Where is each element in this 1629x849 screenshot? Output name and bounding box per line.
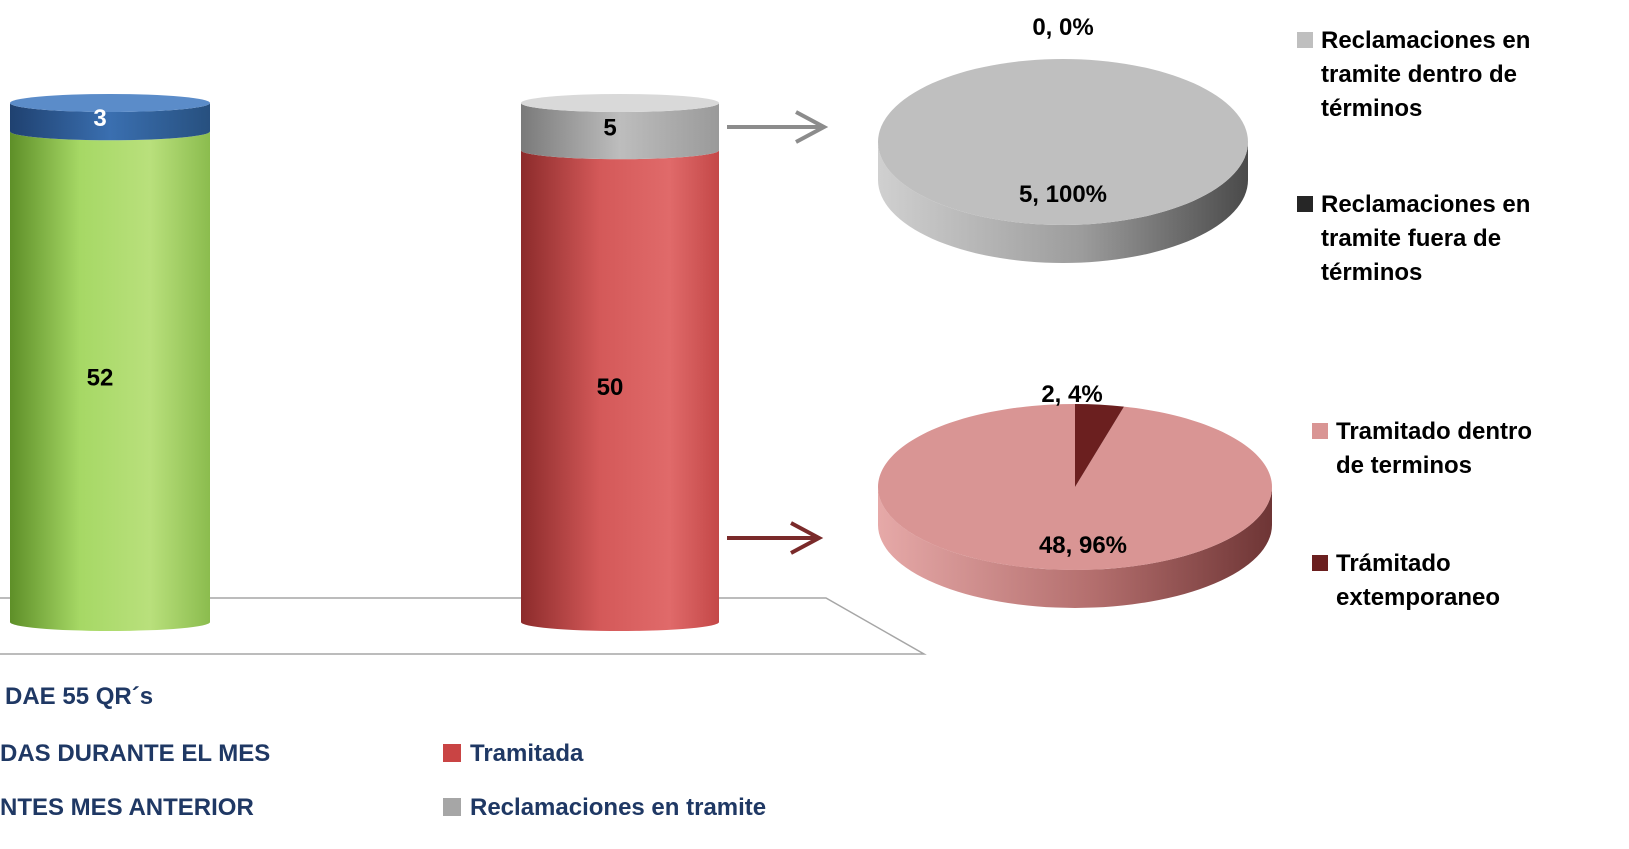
bar-segment xyxy=(521,103,719,160)
bar-legend: DAE 55 QR´s DAS DURANTE EL MES NTES MES AN… xyxy=(0,683,766,821)
legend-label: DAS DURANTE EL MES xyxy=(0,740,270,767)
bar-top-cap xyxy=(521,94,719,112)
legend-marker xyxy=(443,798,461,816)
legend-label: Trámitado xyxy=(1336,550,1451,577)
legend-marker xyxy=(443,744,461,762)
pie-chart-1: 5, 100% 0, 0% xyxy=(878,14,1248,263)
bar-label-group: 52 3 50 5 xyxy=(87,105,624,401)
pie-slice xyxy=(878,59,1248,225)
legend-label: Reclamaciones en xyxy=(1321,27,1530,54)
bar-group xyxy=(10,94,719,631)
pie-slice xyxy=(877,404,1272,571)
legend-marker xyxy=(1297,196,1313,212)
pie-data-label: 2, 4% xyxy=(1041,381,1102,408)
pie-data-label: 48, 96% xyxy=(1039,532,1127,559)
legend-label: Tramitada xyxy=(470,740,584,767)
pie-legends: Reclamaciones en tramite dentro de término… xyxy=(1297,27,1532,611)
legend-label: términos xyxy=(1321,95,1422,122)
legend-marker xyxy=(1312,423,1328,439)
bar-segment xyxy=(10,103,210,141)
legend-label: extemporaneo xyxy=(1336,584,1500,611)
legend-label: Tramitado dentro xyxy=(1336,418,1532,445)
bar-data-label: 5 xyxy=(603,115,616,142)
bar-top-cap xyxy=(10,94,210,112)
pie-data-label: 0, 0% xyxy=(1032,14,1093,41)
bar-segment xyxy=(10,131,210,631)
pie-data-label: 5, 100% xyxy=(1019,181,1107,208)
legend-label: Reclamaciones en xyxy=(1321,191,1530,218)
arrow-to-pie-2 xyxy=(727,521,824,555)
bar-data-label: 50 xyxy=(597,374,624,401)
legend-label: de terminos xyxy=(1336,452,1472,479)
legend-label: términos xyxy=(1321,259,1422,286)
legend-label: tramite fuera de xyxy=(1321,225,1501,252)
legend-label: Reclamaciones en tramite xyxy=(470,794,766,821)
bar-segment xyxy=(521,150,719,631)
pie-side xyxy=(878,487,1272,608)
arrow-to-pie-1 xyxy=(727,110,829,144)
legend-label: DAE 55 QR´s xyxy=(5,683,153,710)
pie-chart-2: 48, 96% 2, 4% xyxy=(877,381,1272,608)
legend-marker xyxy=(1312,555,1328,571)
legend-label: tramite dentro de xyxy=(1321,61,1517,88)
chart-floor xyxy=(0,597,927,655)
bar-data-label: 52 xyxy=(87,365,114,392)
pie-side xyxy=(878,142,1248,263)
legend-label: NTES MES ANTERIOR xyxy=(0,794,254,821)
pie-slice xyxy=(1075,404,1124,487)
bar-data-label: 3 xyxy=(93,105,106,132)
legend-marker xyxy=(1297,32,1313,48)
